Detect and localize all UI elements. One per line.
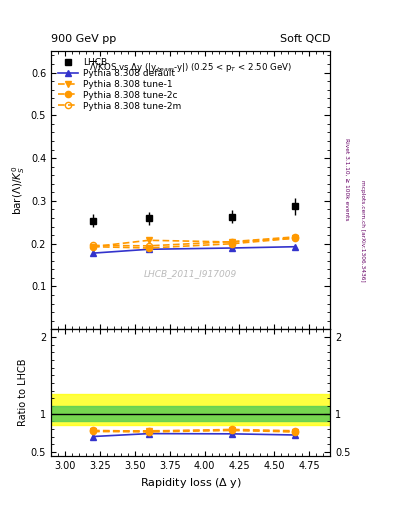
Legend: LHCB, Pythia 8.308 default, Pythia 8.308 tune-1, Pythia 8.308 tune-2c, Pythia 8.: LHCB, Pythia 8.308 default, Pythia 8.308… [55, 55, 185, 114]
Text: $\overline{\Lambda}$/KOS vs $\Delta$y (|y$_{beam}$-y|) (0.25 < p$_T$ < 2.50 GeV): $\overline{\Lambda}$/KOS vs $\Delta$y (|… [89, 59, 292, 75]
X-axis label: Rapidity loss ($\Delta$ y): Rapidity loss ($\Delta$ y) [140, 476, 242, 490]
Bar [51, 406, 330, 421]
Y-axis label: Ratio to LHCB: Ratio to LHCB [18, 359, 28, 426]
Y-axis label: bar($\Lambda$)/$K^0_S$: bar($\Lambda$)/$K^0_S$ [10, 165, 27, 215]
Text: LHCB_2011_I917009: LHCB_2011_I917009 [144, 269, 237, 278]
Text: mcplots.cern.ch [arXiv:1306.3436]: mcplots.cern.ch [arXiv:1306.3436] [360, 180, 365, 281]
Bar [51, 394, 330, 425]
Text: Rivet 3.1.10, ≥ 100k events: Rivet 3.1.10, ≥ 100k events [344, 138, 349, 221]
Text: 900 GeV pp: 900 GeV pp [51, 33, 116, 44]
Text: Soft QCD: Soft QCD [280, 33, 330, 44]
